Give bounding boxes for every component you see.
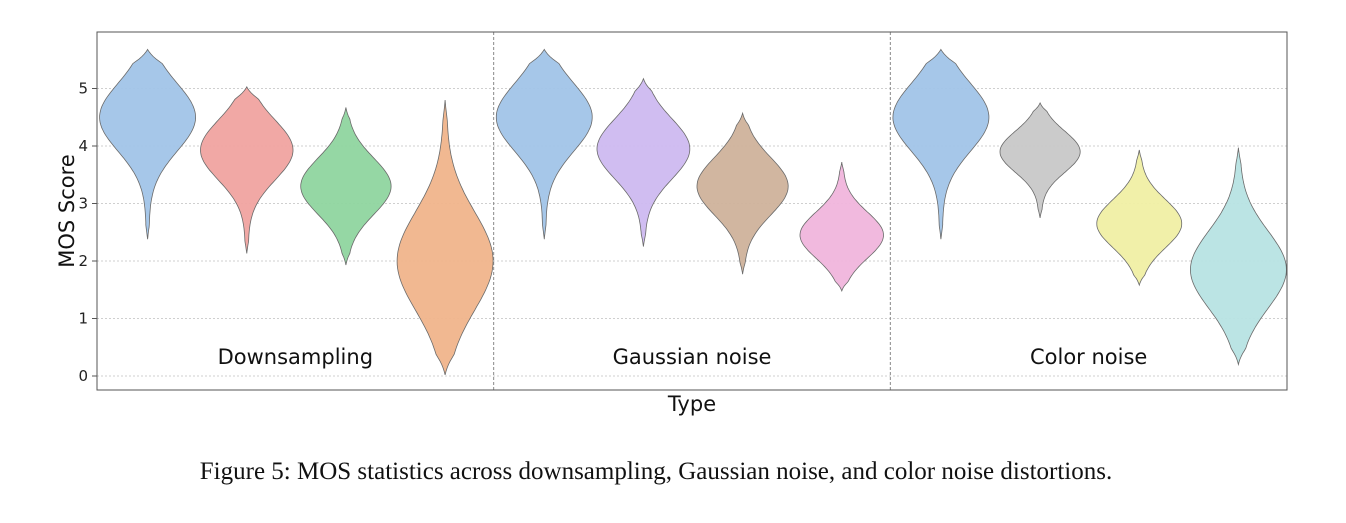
violin-color-noise-3	[1096, 149, 1183, 287]
y-tick-label: 3	[78, 195, 88, 213]
y-tick-label: 4	[78, 137, 88, 155]
plot-frame	[96, 31, 1288, 391]
group-labels: Downsampling Gaussian noise Color noise	[218, 345, 1148, 369]
y-tick-label: 2	[78, 252, 88, 270]
y-tick-label: 1	[78, 310, 88, 328]
figure-caption: Figure 5: MOS statistics across downsamp…	[199, 458, 1113, 485]
group-label: Downsampling	[218, 345, 373, 369]
violin-gaussian-noise-2	[596, 77, 691, 247]
violin-color-noise-2	[999, 102, 1081, 218]
violin-gaussian-noise-4	[799, 162, 884, 292]
violin-downsampling-4	[396, 99, 494, 375]
violin-downsampling-1	[99, 48, 197, 240]
violin-color-noise-1	[892, 48, 990, 240]
violin-series	[99, 48, 1287, 375]
y-axis-ticks: 0 1 2 3 4 5	[78, 80, 97, 385]
violin-color-noise-4	[1189, 147, 1287, 367]
y-axis-label: MOS Score	[55, 154, 79, 267]
y-tick-label: 5	[78, 80, 88, 98]
y-tick-label: 0	[78, 367, 88, 385]
group-label: Gaussian noise	[613, 345, 772, 369]
violin-downsampling-3	[300, 107, 392, 266]
violin-chart: 0 1 2 3 4 5 Downsampling Gaussian noise Color n…	[55, 31, 1288, 416]
group-label: Color noise	[1030, 345, 1147, 369]
violin-gaussian-noise-1	[495, 48, 593, 240]
violin-downsampling-2	[200, 85, 294, 254]
x-axis-label: Type	[667, 392, 716, 416]
violin-gaussian-noise-3	[696, 111, 789, 275]
